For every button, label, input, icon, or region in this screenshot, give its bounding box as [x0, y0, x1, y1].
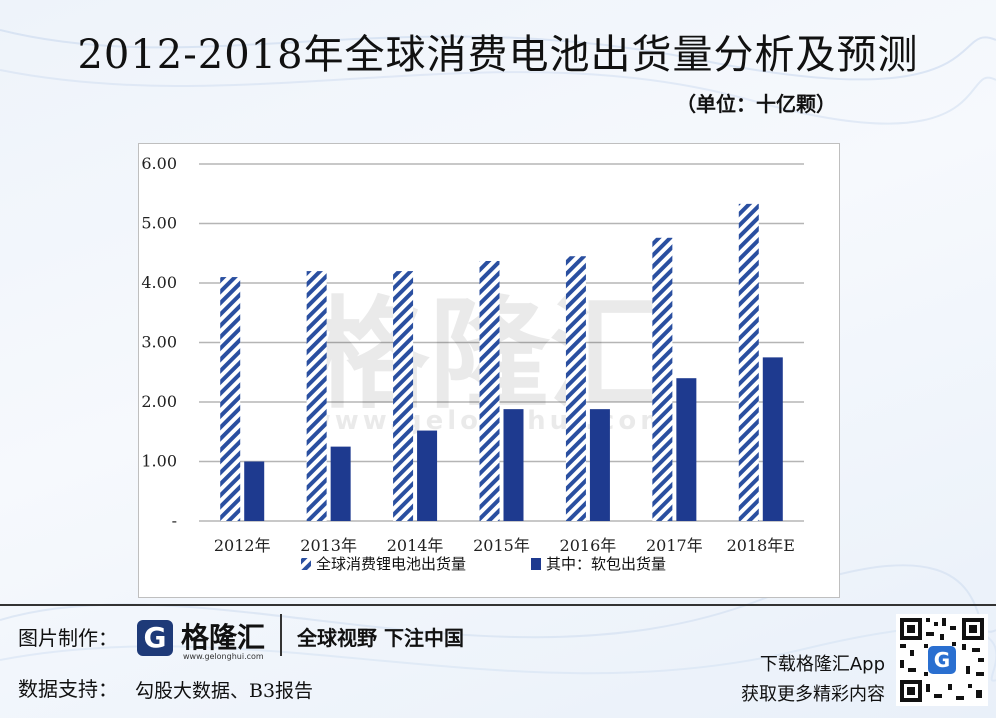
bar-softpack [244, 461, 265, 521]
bar-softpack [762, 357, 783, 521]
bar-softpack [417, 430, 438, 521]
y-tick-label: - [172, 511, 177, 530]
bar-total [220, 277, 241, 521]
bar-softpack [503, 409, 524, 521]
source-value: 勾股大数据、B3报告 [135, 680, 314, 702]
y-tick-label: 2.00 [141, 392, 177, 411]
gridlines [199, 163, 804, 522]
brand-logo[interactable]: G 格隆汇 www.gelonghui.com [137, 614, 272, 664]
unit-note: （单位：十亿颗） [676, 92, 836, 116]
y-tick-label: 4.00 [141, 273, 177, 292]
legend: 全球消费锂电池出货量 其中：软包出货量 [301, 555, 666, 573]
bar-total [306, 271, 327, 521]
x-tick-label: 2018年E [727, 536, 795, 555]
bar-total [738, 203, 759, 522]
app-promo-text: 获取更多精彩内容 [741, 684, 885, 705]
x-tick-label: 2012年 [214, 536, 271, 555]
legend-label: 其中：软包出货量 [546, 555, 666, 573]
bar-total [479, 260, 500, 521]
source-label: 数据支持： [18, 677, 118, 701]
qr-badge-letter: G [934, 648, 950, 672]
footer-separator [280, 614, 282, 656]
app-download-text: 下载格隆汇App [759, 654, 885, 675]
logo-g-icon: G [137, 620, 173, 656]
page-title: 2012-2018年全球消费电池出货量分析及预测 [77, 32, 919, 78]
x-tick-label: 2015年 [473, 536, 530, 555]
qr-code-icon[interactable]: G [896, 614, 988, 706]
x-tick-label: 2014年 [387, 536, 444, 555]
legend-swatch [531, 558, 541, 570]
bar-chart: 格隆汇 www.gelonghui.com 2012年2013年2014年201… [141, 154, 804, 573]
y-tick-label: 3.00 [141, 333, 177, 352]
x-tick-label: 2017年 [646, 536, 703, 555]
y-tick-label: 1.00 [141, 452, 177, 471]
x-tick-label: 2013年 [300, 536, 357, 555]
y-tick-label: 5.00 [141, 214, 177, 233]
logo-url: www.gelonghui.com [183, 652, 264, 661]
bar-total [565, 256, 586, 521]
y-axis-ticks: - 1.00 2.00 3.00 4.00 5.00 6.00 [141, 154, 177, 530]
bar-total [652, 237, 673, 521]
bars [220, 203, 783, 522]
bar-softpack [676, 378, 697, 521]
legend-swatch [301, 558, 311, 570]
credit-label: 图片制作： [18, 626, 118, 650]
legend-label: 全球消费锂电池出货量 [316, 555, 466, 573]
bar-softpack [330, 446, 351, 521]
footer-divider [0, 604, 996, 606]
x-tick-label: 2016年 [560, 536, 617, 555]
x-axis-ticks: 2012年 2013年 2014年 2015年 2016年 2017年 2018年E [214, 536, 795, 555]
bar-total [393, 271, 414, 521]
chart-panel: 格隆汇 www.gelonghui.com 2012年2013年2014年201… [138, 143, 840, 598]
slogan: 全球视野 下注中国 [297, 626, 464, 650]
bar-softpack [589, 409, 610, 521]
logo-name: 格隆汇 [181, 621, 266, 654]
y-tick-label: 6.00 [141, 154, 177, 173]
